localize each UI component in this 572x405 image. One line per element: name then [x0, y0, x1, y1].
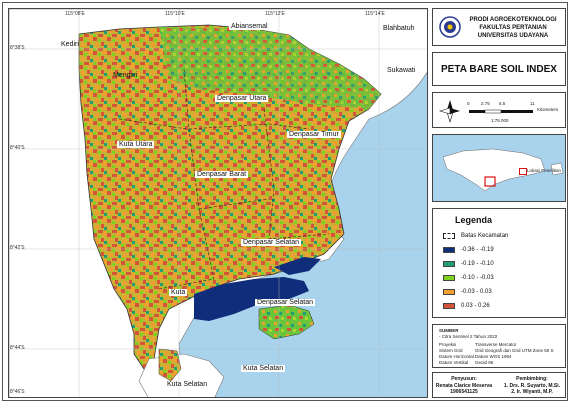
scale-tick-0: 0: [467, 101, 470, 106]
advisor-two: 2. Ir. Wiyanti, M.P.: [511, 389, 553, 395]
header-line-1: PRODI AGROEKOTEKNOLOGI: [469, 17, 557, 23]
coord-left-1: 8°38'S: [10, 45, 25, 51]
scale-tick-3: 11: [530, 101, 535, 106]
south-peninsula: [138, 353, 225, 397]
advisor-one: 1. Drs. R. Suyarto, M.Si.: [503, 382, 561, 389]
legend-label-2: -0.19 - -0.10: [461, 260, 494, 267]
label-denpasar-utara: Denpasar Utara: [215, 95, 269, 102]
map-canvas: [9, 9, 427, 397]
legend-box: Legenda Batas Kecamatan -0.36 - -0.19 -0…: [432, 208, 566, 318]
header-box: PRODI AGROEKOTEKNOLOGI FAKULTAS PERTANIA…: [432, 8, 566, 46]
map-frame[interactable]: 115°08'E 115°10'E 115°12'E 115°14'E 8°38…: [8, 8, 428, 398]
source-box: SUMBER - Citra Sentinel 2 Tahun 2022 Pro…: [432, 324, 566, 368]
legend-swatch-3: [443, 274, 455, 281]
legend-title: Legenda: [455, 215, 493, 225]
vegetation-north: [159, 27, 381, 109]
header-line-3: UNIVERSITAS UDAYANA: [477, 33, 549, 39]
source-val-3: Datum WGS 1984: [475, 354, 512, 359]
inset-map: Lokasi Penelitian: [432, 134, 566, 202]
map-title: PETA BARE SOIL INDEX: [441, 64, 557, 75]
legend-label-4: -0.03 - 0.03: [461, 288, 492, 295]
legend-row-2: -0.19 - -0.10: [443, 259, 494, 268]
source-key-2: Sistem Grid: [439, 348, 463, 353]
label-mengwi: Mengwi: [113, 72, 138, 79]
legend-swatch-1: [443, 246, 455, 253]
label-denpasar-timur: Denpasar Timur: [287, 131, 341, 138]
source-key-3: Datum Horizontal: [439, 354, 474, 359]
source-key-4: Datum Vertikal: [439, 360, 469, 365]
coord-left-5: 8°46'S: [10, 389, 25, 395]
coord-left-2: 8°40'S: [10, 145, 25, 151]
label-kuta-selatan-2: Kuta Selatan: [241, 365, 286, 372]
source-val-2: Grid Geografi dan Grid UTM Zone 50 S: [475, 348, 554, 353]
source-line: - Citra Sentinel 2 Tahun 2022: [439, 334, 498, 339]
title-box: PETA BARE SOIL INDEX: [432, 52, 566, 86]
legend-row-boundary: Batas Kecamatan: [443, 231, 508, 240]
coord-top-4: 115°14'E: [365, 11, 385, 17]
coord-top-2: 115°10'E: [165, 11, 185, 17]
mangrove-dark: [194, 277, 309, 321]
label-kuta: Kuta: [169, 289, 188, 296]
coord-top-1: 115°08'E: [65, 11, 85, 17]
inset-canvas: [442, 148, 564, 192]
author-name: Renata Clarice Meserva: [435, 382, 493, 389]
sidebar-panel: PRODI AGROEKOTEKNOLOGI FAKULTAS PERTANIA…: [432, 8, 566, 398]
label-denpasar-selatan-1: Denpasar Selatan: [241, 239, 302, 246]
north-arrow-icon: [439, 100, 460, 123]
scale-bar: [469, 109, 533, 114]
legend-label-3: -0.10 - -0.03: [461, 274, 494, 281]
label-sukawati: Sukawati: [387, 67, 416, 74]
header-line-2: FAKULTAS PERTANIAN: [479, 25, 547, 31]
source-val-1: Transverse Mercator: [475, 342, 517, 347]
coord-left-4: 8°44'S: [10, 345, 25, 351]
peninsula-study: [158, 348, 182, 382]
label-blahbatuh: Blahbatuh: [381, 25, 417, 32]
advisor-block: Pembimbing: 1. Drs. R. Suyarto, M.Si. 2.…: [499, 376, 565, 396]
source-val-4: Geoid 96: [475, 360, 494, 365]
label-kuta-selatan-1: Kuta Selatan: [165, 381, 210, 388]
legend-row-4: -0.03 - 0.03: [443, 287, 492, 296]
coastal-dark: [274, 257, 321, 275]
label-abiansemal: Abiansemal: [229, 23, 270, 30]
label-kediri: Kediri: [61, 41, 79, 48]
source-head: SUMBER: [439, 328, 459, 333]
legend-label-boundary: Batas Kecamatan: [461, 232, 509, 239]
legend-row-1: -0.36 - -0.19: [443, 245, 494, 254]
sheet-border: [2, 2, 568, 401]
label-kuta-utara: Kuta Utara: [117, 141, 155, 148]
legend-label-1: -0.36 - -0.19: [461, 246, 494, 253]
coord-left-3: 8°42'S: [10, 245, 25, 251]
source-key-1: Proyeksi: [439, 342, 457, 347]
scale-box: 0 2.75 5.5 11 Kilometers 1:78.000: [432, 92, 566, 128]
legend-row-3: -0.10 - -0.03: [443, 273, 494, 282]
author-nim: 1906541125: [450, 389, 478, 395]
legend-row-5: 0.03 - 0.26: [443, 301, 490, 310]
scale-ratio: 1:78.000: [491, 118, 509, 123]
scale-tick-1: 2.75: [481, 101, 490, 106]
scale-unit: Kilometers: [537, 107, 559, 112]
legend-swatch-2: [443, 260, 455, 267]
legend-label-5: 0.03 - 0.26: [461, 302, 490, 309]
credits-box: Penyusun: Renata Clarice Meserva 1906541…: [432, 372, 566, 398]
legend-swatch-boundary: [443, 232, 455, 239]
author-head: Penyusun:: [451, 376, 477, 382]
advisor-head: Pembimbing:: [516, 376, 548, 382]
author-block: Penyusun: Renata Clarice Meserva 1906541…: [433, 376, 495, 396]
graticule: [9, 9, 427, 397]
university-logo-icon: [439, 16, 461, 38]
inset-label: Lokasi Penelitian: [527, 168, 562, 173]
legend-swatch-5: [443, 302, 455, 309]
coord-top-3: 115°12'E: [265, 11, 285, 17]
inset-legend-swatch: [519, 168, 527, 175]
legend-swatch-4: [443, 288, 455, 295]
label-denpasar-barat: Denpasar Barat: [195, 171, 249, 178]
label-denpasar-selatan-2: Denpasar Selatan: [255, 299, 316, 306]
serangan-island: [258, 304, 315, 340]
scale-tick-2: 5.5: [499, 101, 506, 106]
